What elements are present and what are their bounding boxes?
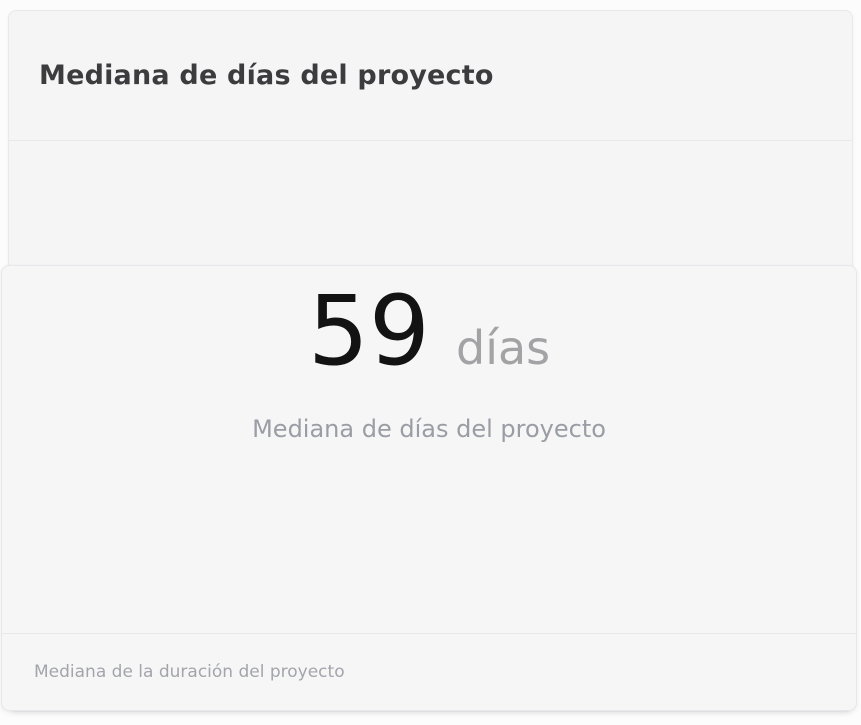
metric-content-area: 59 días Mediana de días del proyecto (2, 266, 856, 634)
metric-panel[interactable]: 59 días Mediana de días del proyecto Med… (1, 265, 857, 711)
metric-value-row: 59 días (308, 274, 550, 389)
metric-unit: días (456, 321, 551, 375)
widget-footer-description: Mediana de la duración del proyecto (34, 662, 345, 682)
metric-caption: Mediana de días del proyecto (252, 415, 606, 444)
widget-footer: Mediana de la duración del proyecto (2, 634, 856, 710)
widget-title: Mediana de días del proyecto (39, 60, 494, 91)
metric-value: 59 (307, 275, 430, 387)
widget-header: Mediana de días del proyecto (9, 11, 852, 141)
